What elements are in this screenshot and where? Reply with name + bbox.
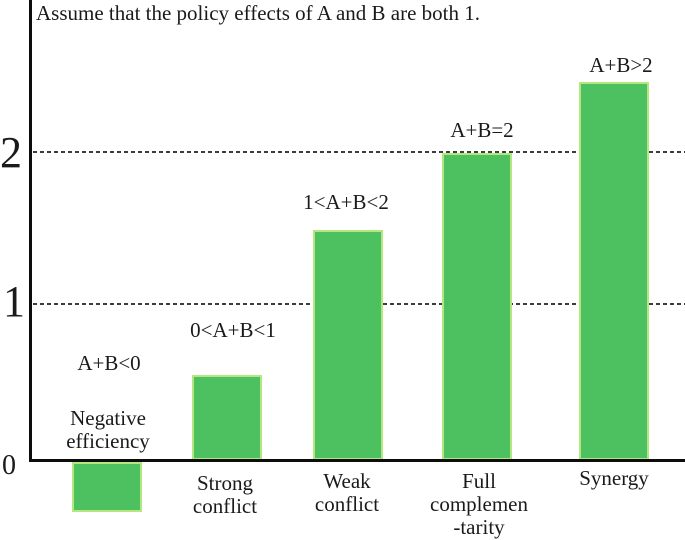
chart-title: Assume that the policy effects of A and …	[36, 1, 481, 25]
bar-weak-conflict	[313, 230, 383, 460]
bar-strong-conflict	[192, 375, 262, 460]
bar-value-label-full-complementarity: A+B=2	[450, 118, 514, 142]
bar-value-label-weak-conflict: 1<A+B<2	[303, 190, 389, 214]
category-label-weak-conflict: Weak conflict	[314, 469, 380, 516]
y-tick-label-0: 0	[2, 450, 16, 481]
y-axis-line	[29, 0, 32, 462]
bar-synergy	[579, 82, 649, 460]
category-label-full-complementarity: Full complemen -tarity	[430, 469, 528, 539]
gridline-y2	[33, 151, 685, 153]
category-label-strong-conflict: Strong conflict	[192, 471, 258, 518]
bar-negative-efficiency	[72, 462, 142, 512]
x-axis-line	[29, 459, 685, 462]
category-label-synergy: Synergy	[579, 466, 649, 490]
bar-value-label-synergy: A+B>2	[589, 53, 653, 77]
category-label-negative-efficiency: Negative efficiency	[66, 406, 150, 453]
bar-value-label-negative-efficiency: A+B<0	[77, 351, 141, 375]
bar-value-label-strong-conflict: 0<A+B<1	[190, 318, 276, 342]
bar-full-complementarity	[442, 153, 512, 460]
y-tick-label-1: 1	[3, 277, 25, 326]
y-tick-label-2: 2	[0, 128, 22, 177]
